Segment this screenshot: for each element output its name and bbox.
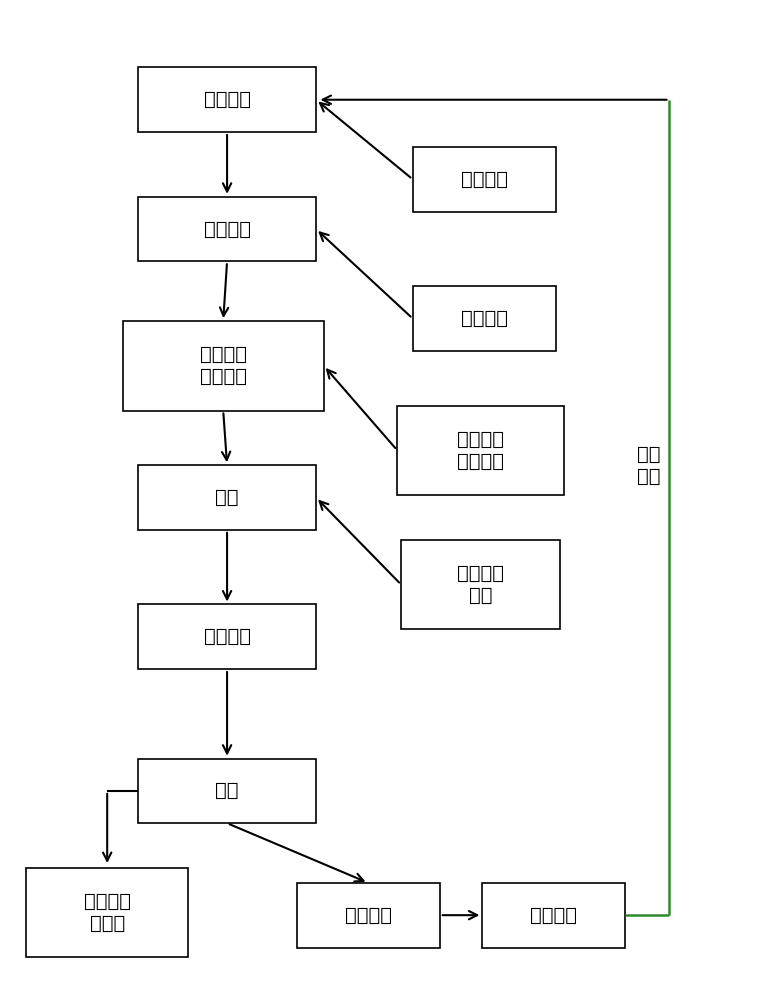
Bar [138,604,316,669]
Bar [122,321,324,410]
Bar [138,67,316,132]
Bar [413,286,555,351]
Bar [138,465,316,530]
Bar [297,883,440,948]
Bar [26,868,189,957]
Text: 小车取样: 小车取样 [203,220,251,239]
Bar [397,406,563,495]
Text: 图像处理
和分析: 图像处理 和分析 [83,892,131,933]
Text: 启动运动
模式: 启动运动 模式 [456,564,504,605]
Text: 试样取走: 试样取走 [530,906,577,925]
Bar [138,197,316,261]
Text: 调平: 调平 [215,488,239,507]
Bar [413,147,555,212]
Text: 完成: 完成 [215,781,239,800]
Text: 运动成像: 运动成像 [203,627,251,646]
Text: 托盘抬起: 托盘抬起 [460,170,508,189]
Text: 固定小车
相对位置: 固定小车 相对位置 [456,430,504,471]
Text: 托盘回落: 托盘回落 [460,309,508,328]
Bar [401,540,559,629]
Text: 滑块复位: 滑块复位 [345,906,392,925]
Bar [138,759,316,823]
Text: 试样夹取: 试样夹取 [203,90,251,109]
Text: 接下
一个: 接下 一个 [637,445,661,486]
Text: 推到指定
滑块区域: 推到指定 滑块区域 [199,345,247,386]
Bar [482,883,626,948]
